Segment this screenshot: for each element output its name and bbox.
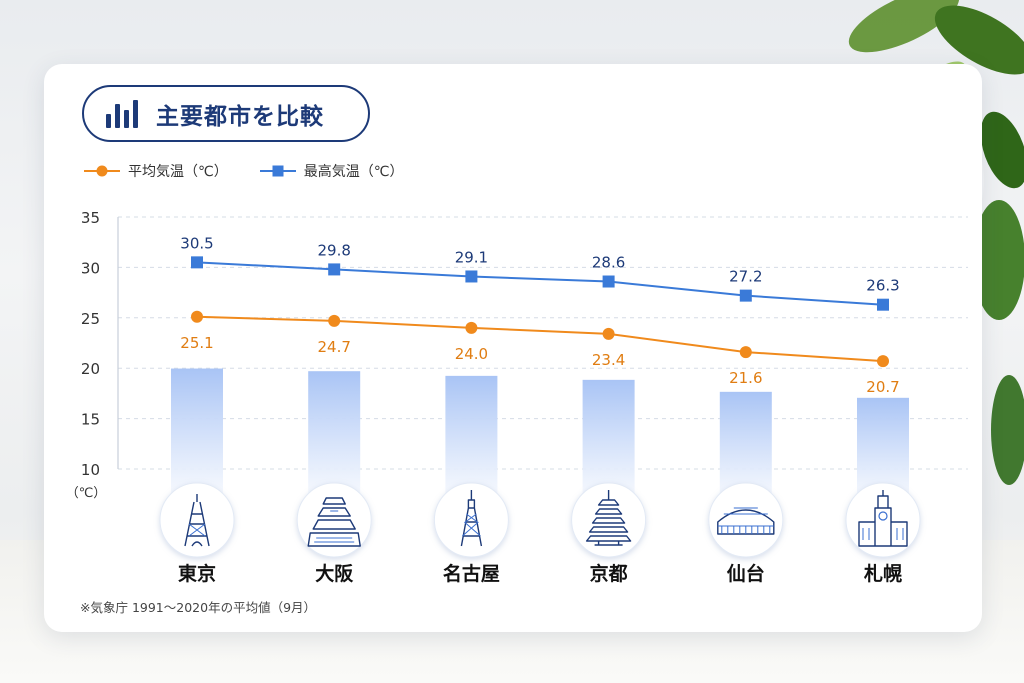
max-temp-point [328, 263, 341, 276]
max-temp-point [602, 275, 615, 288]
sapporo-clock-tower-icon [845, 482, 921, 558]
sendai-stadium-icon [708, 482, 784, 558]
y-tick-label: 35 [81, 209, 100, 227]
y-tick-label: 25 [81, 310, 100, 328]
avg-temp-point [877, 355, 889, 368]
y-tick-label: 10 [81, 461, 100, 479]
avg-temp-point [465, 321, 478, 334]
y-tick-label: 20 [81, 360, 100, 378]
avg-temp-data-label: 24.0 [455, 345, 488, 363]
kyoto-pagoda-icon [571, 482, 647, 558]
max-temp-point [877, 298, 889, 311]
blue-square-line-marker-icon [259, 165, 296, 177]
max-temp-point [739, 289, 752, 302]
x-tick-label: 東京 [178, 562, 216, 585]
max-temp-data-label: 29.1 [455, 248, 488, 266]
x-tick-label: 京都 [590, 562, 628, 585]
legend-label-average: 平均気温（℃） [128, 164, 228, 180]
max-temp-data-label: 27.2 [729, 268, 762, 286]
tokyo-tower-icon [159, 482, 235, 558]
max-temp-data-label: 28.6 [592, 254, 625, 272]
title-pill: 主要都市を比較 [82, 85, 370, 142]
orange-circle-line-marker-icon [84, 165, 120, 177]
max-temp-point [191, 256, 203, 269]
avg-temp-point [602, 327, 615, 340]
avg-temp-data-label: 20.7 [866, 378, 899, 396]
avg-temp-data-label: 25.1 [180, 334, 213, 352]
max-temp-data-label: 26.3 [866, 277, 899, 295]
page-title: 主要都市を比較 [156, 103, 324, 130]
avg-temp-point [739, 346, 752, 359]
x-tick-label: 札幌 [863, 562, 902, 585]
nagoya-tv-tower-icon [433, 482, 509, 558]
avg-temp-point [328, 314, 341, 327]
avg-temp-data-label: 24.7 [317, 338, 350, 356]
max-temp-point [465, 270, 478, 283]
bar-chart-icon [106, 99, 138, 128]
max-temp-series-line [196, 261, 884, 306]
max-temp-data-label: 29.8 [317, 241, 350, 259]
max-temp-data-label: 30.5 [180, 234, 213, 252]
y-unit-label: （℃） [66, 486, 107, 501]
x-tick-label: 大阪 [315, 562, 354, 585]
legend: 平均気温（℃） 最高気温（℃） [82, 160, 433, 182]
footnote: ※気象庁 1991〜2020年の平均値（9月） [80, 600, 317, 615]
avg-temp-data-label: 23.4 [592, 351, 625, 369]
avg-temp-series-line [196, 315, 884, 363]
y-tick-label: 30 [81, 259, 100, 277]
avg-temp-point [191, 310, 203, 323]
legend-label-maximum: 最高気温（℃） [303, 164, 404, 180]
x-tick-label: 仙台 [727, 562, 765, 585]
legend-item-maximum: 最高気温（℃） [258, 161, 404, 181]
y-tick-label: 15 [81, 411, 100, 429]
osaka-castle-icon [296, 482, 372, 558]
x-tick-label: 名古屋 [443, 562, 500, 585]
avg-temp-data-label: 21.6 [729, 369, 762, 387]
legend-item-average: 平均気温（℃） [82, 161, 228, 181]
